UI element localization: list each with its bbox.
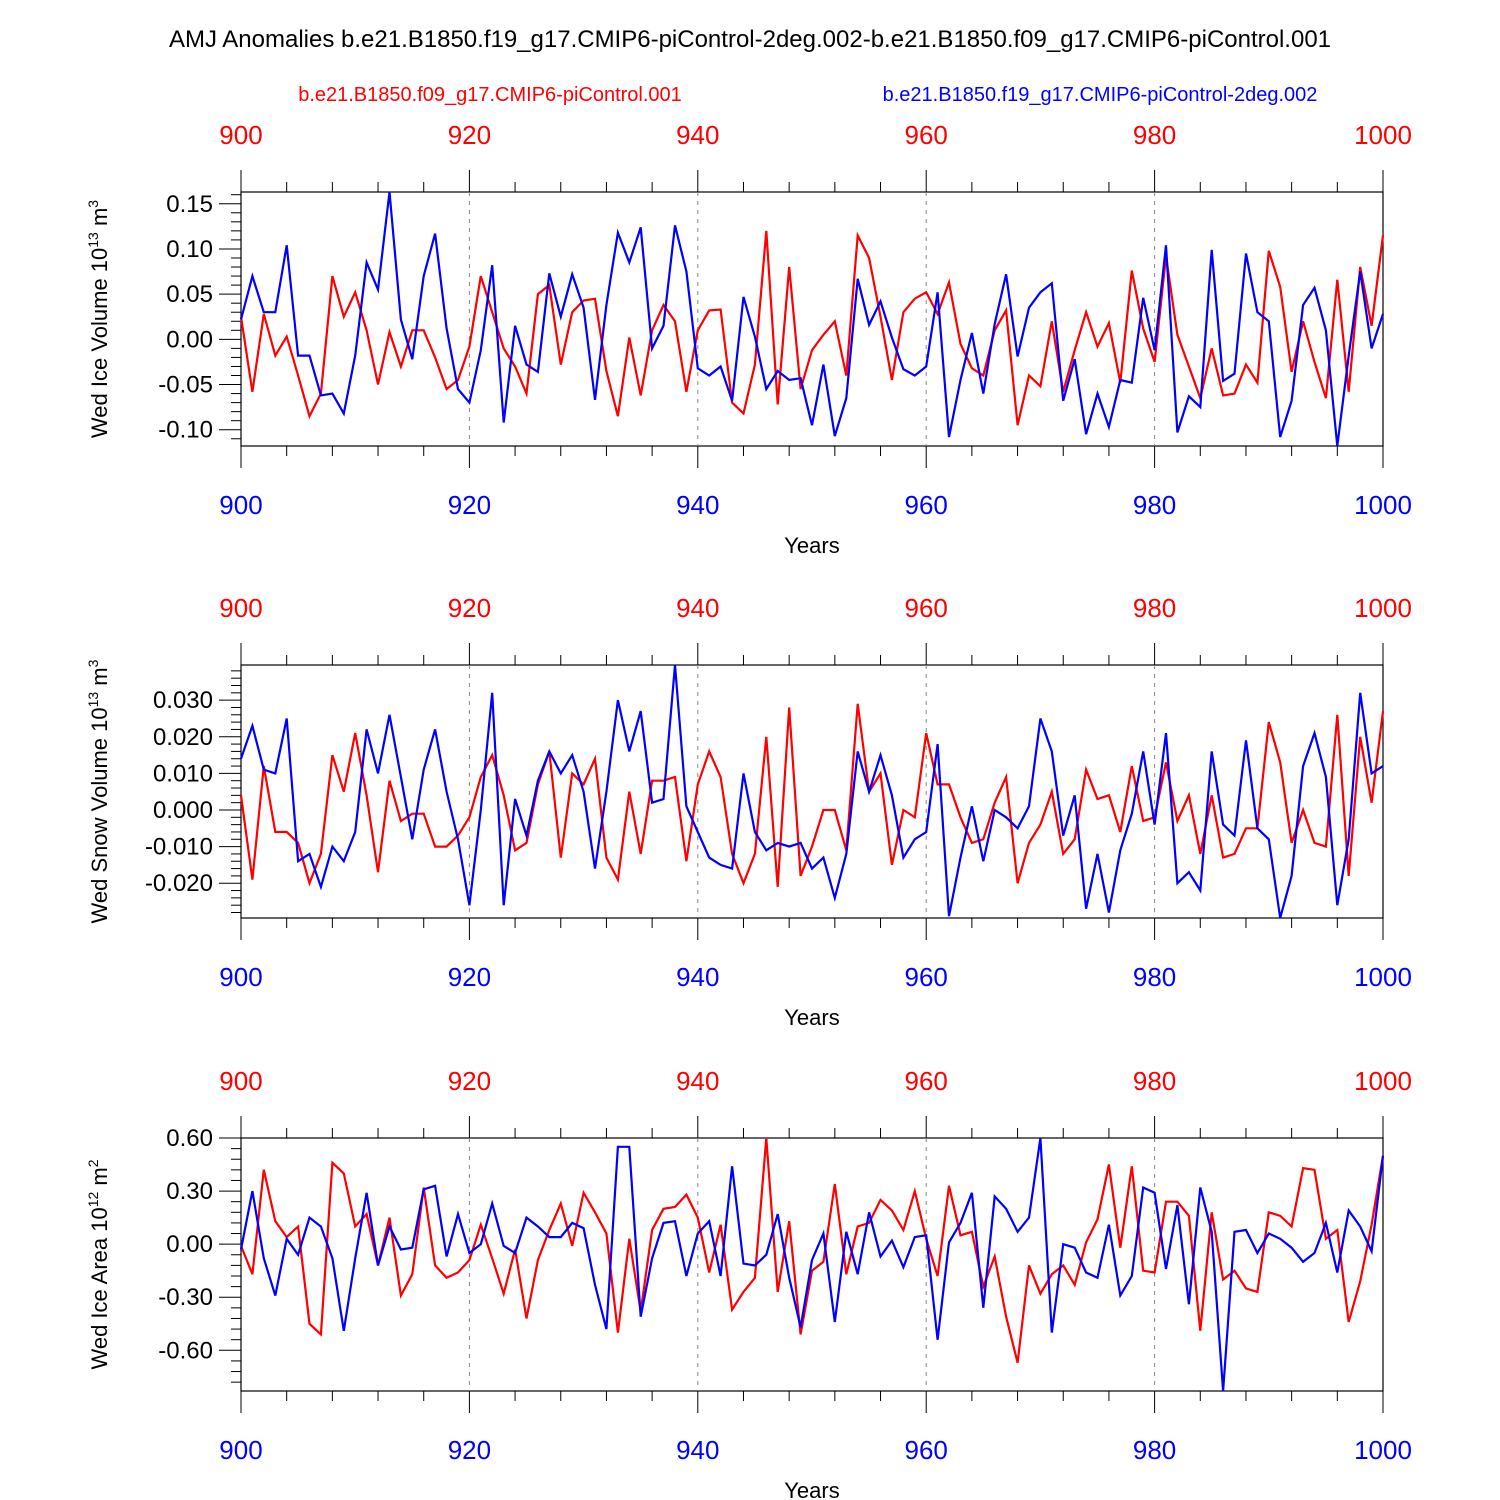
y-tick-label: -0.05: [158, 372, 213, 399]
x-tick-label-bottom: 980: [1133, 962, 1176, 992]
x-tick-label-top: 960: [905, 1066, 948, 1096]
x-tick-label-bottom: 920: [448, 962, 491, 992]
y-axis-label-unit: m: [87, 1167, 112, 1191]
plot-frame: [240, 664, 1384, 919]
legend-blue-label: b.e21.B1850.f19_g17.CMIP6-piControl-2deg…: [883, 84, 1318, 106]
x-tick-label-bottom: 900: [219, 962, 262, 992]
y-tick-label: 0.00: [166, 326, 213, 353]
plot-frame: [240, 191, 1384, 447]
y-tick-label: -0.010: [145, 834, 213, 861]
x-axis-label: Years: [784, 1005, 839, 1030]
y-axis-label-exponent: 13: [85, 692, 101, 708]
x-tick-label-top: 900: [219, 120, 262, 150]
y-tick-label: -0.60: [158, 1337, 213, 1364]
y-axis-label: Wed Ice Volume 1013 m3: [85, 200, 112, 438]
series-line-red: [239, 703, 1385, 887]
x-tick-label-top: 920: [448, 1066, 491, 1096]
y-tick-label: -0.10: [158, 417, 213, 444]
x-tick-label-top: 1000: [1354, 593, 1412, 623]
y-axis-label-unit-exponent: 2: [85, 1159, 101, 1167]
y-axis-label-main: Wed Snow Volume 10: [87, 707, 112, 923]
x-tick-label-top: 1000: [1354, 1066, 1412, 1096]
y-tick-label: 0.020: [153, 724, 213, 751]
series-line-blue: [239, 191, 1385, 447]
series-line-blue: [239, 664, 1384, 919]
y-tick-label: 0.05: [166, 281, 213, 308]
x-tick-label-bottom: 900: [219, 1435, 262, 1465]
y-axis-label-main: Wed Ice Area 10: [87, 1207, 112, 1369]
y-axis-label-unit-exponent: 3: [85, 659, 101, 667]
y-tick-label: -0.30: [158, 1284, 213, 1311]
panel-ice-area: -0.60 -0.30 0.00 0.30 0.60 900 900 920 920 940 940…: [85, 1066, 1412, 1500]
x-tick-label-bottom: 980: [1133, 1435, 1176, 1465]
y-axis-label: Wed Snow Volume 1013 m3: [85, 659, 112, 923]
x-tick-label-bottom: 1000: [1354, 490, 1412, 520]
x-tick-label-bottom: 1000: [1354, 962, 1412, 992]
y-tick-label: 0.000: [153, 797, 213, 824]
y-axis-label: Wed Ice Area 1012 m2: [85, 1159, 112, 1369]
y-tick-label: 0.60: [166, 1125, 213, 1152]
x-tick-label-top: 960: [905, 593, 948, 623]
series-line-blue: [239, 1137, 1385, 1392]
y-tick-label: 0.15: [166, 191, 213, 218]
x-tick-label-bottom: 960: [905, 490, 948, 520]
x-tick-label-top: 960: [905, 120, 948, 150]
y-tick-label: 0.010: [153, 760, 213, 787]
panel-snow-volume: -0.020 -0.010 0.000 0.010 0.020 0.030 900 900 92…: [85, 593, 1412, 1030]
x-tick-label-bottom: 920: [448, 490, 491, 520]
y-axis-label-unit: m: [87, 208, 112, 232]
x-tick-label-top: 900: [219, 1066, 262, 1096]
x-tick-label-bottom: 920: [448, 1435, 491, 1465]
y-axis-label-main: Wed Ice Volume 10: [87, 248, 112, 438]
x-tick-label-bottom: 940: [676, 962, 719, 992]
x-tick-label-top: 920: [448, 120, 491, 150]
y-axis-label-unit-exponent: 3: [85, 200, 101, 208]
legend-red-label: b.e21.B1850.f09_g17.CMIP6-piControl.001: [298, 84, 682, 106]
chart-title: AMJ Anomalies b.e21.B1850.f19_g17.CMIP6-…: [169, 26, 1331, 53]
x-tick-label-top: 940: [676, 1066, 719, 1096]
y-tick-label: 0.10: [166, 236, 213, 263]
series-line-red: [239, 230, 1385, 426]
x-tick-label-bottom: 940: [676, 1435, 719, 1465]
x-axis-label: Years: [784, 1478, 839, 1500]
x-tick-label-top: 980: [1133, 593, 1176, 623]
y-tick-label: 0.030: [153, 687, 213, 714]
y-tick-label: -0.020: [145, 870, 213, 897]
plot-frame: [240, 1137, 1384, 1392]
y-axis-label-exponent: 12: [85, 1192, 101, 1208]
y-tick-label: 0.30: [166, 1178, 213, 1205]
x-tick-label-bottom: 960: [905, 1435, 948, 1465]
x-tick-label-top: 980: [1133, 120, 1176, 150]
x-tick-label-top: 1000: [1354, 120, 1412, 150]
x-tick-label-top: 940: [676, 593, 719, 623]
x-tick-label-top: 920: [448, 593, 491, 623]
series-line-red: [239, 1137, 1385, 1363]
x-tick-label-bottom: 900: [219, 490, 262, 520]
x-tick-label-top: 900: [219, 593, 262, 623]
y-axis-label-exponent: 13: [85, 232, 101, 248]
x-axis-label: Years: [784, 533, 839, 558]
panel-ice-volume: -0.10 -0.05 0.00 0.05 0.10 0.15 900 900 920 920 94…: [85, 120, 1412, 558]
x-tick-label-top: 940: [676, 120, 719, 150]
y-axis-label-unit: m: [87, 667, 112, 691]
x-tick-label-bottom: 980: [1133, 490, 1176, 520]
x-tick-label-bottom: 1000: [1354, 1435, 1412, 1465]
y-tick-label: 0.00: [166, 1231, 213, 1258]
x-tick-label-bottom: 960: [905, 962, 948, 992]
x-tick-label-top: 980: [1133, 1066, 1176, 1096]
x-tick-label-bottom: 940: [676, 490, 719, 520]
